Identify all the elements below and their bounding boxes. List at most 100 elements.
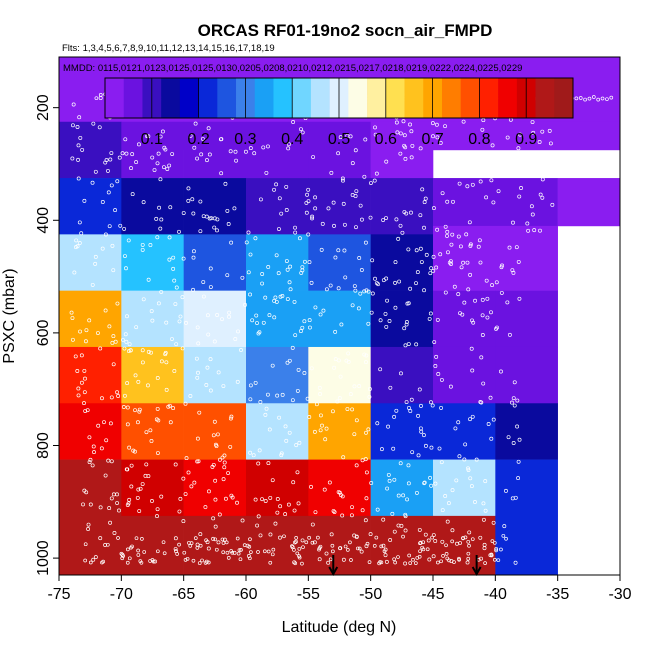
sample-point-541 [530,212,535,217]
sample-point-949 [437,446,442,451]
x-tick-label-6: -45 [421,586,444,603]
heatmap-cell-19 [183,234,247,291]
sample-point-268 [155,406,160,411]
sample-point-450 [173,536,178,541]
sample-point-324 [310,214,315,219]
heatmap-cell-51 [246,459,309,517]
sample-point-141 [333,329,338,334]
x-tick-label-9: -30 [608,586,631,603]
sample-point-915 [126,501,131,506]
sample-point-1140 [237,548,242,552]
sample-point-341 [516,146,521,151]
sample-point-133 [362,352,367,357]
sample-point-683 [173,302,178,307]
sample-point-1242 [348,540,352,545]
sample-point-609 [480,127,485,132]
sample-point-873 [393,305,398,310]
sample-point-18 [477,238,482,243]
sample-point-254 [152,168,157,172]
sample-point-860 [174,285,179,290]
sample-point-608 [434,122,439,127]
sample-point-322 [267,427,272,432]
sample-point-240 [491,200,496,205]
sample-point-475 [103,160,108,165]
sample-point-613 [468,417,472,422]
sample-point-405 [77,115,82,120]
sample-point-586 [165,167,170,172]
x-axis-label: Latitude (deg N) [282,619,397,636]
sample-point-410 [461,119,466,124]
sample-point-543 [478,535,483,540]
sample-point-1213 [345,548,350,552]
sample-point-573 [302,259,307,264]
sample-point-0 [396,236,401,241]
sample-point-981 [431,268,436,273]
sample-point-604 [129,484,134,489]
sample-point-892 [253,380,258,385]
sample-point-811 [356,306,361,311]
sample-point-144 [93,169,98,174]
heatmap-cell-52 [308,459,371,517]
colorbar-tick-label-5: 0.6 [375,131,397,148]
sample-point-933 [95,331,100,335]
sample-point-546 [222,453,227,458]
sample-point-128 [318,392,323,396]
sample-point-485 [538,228,542,233]
sample-point-436 [273,521,278,526]
sample-point-830 [286,142,291,147]
sample-point-991 [447,260,452,265]
sample-point-74 [117,155,122,160]
colorbar-swatch-6 [217,78,237,118]
sample-point-752 [84,328,89,333]
sample-point-635 [519,186,523,190]
sample-point-177 [184,456,189,461]
sample-point-1148 [494,546,499,551]
sample-point-390 [219,171,224,176]
sample-point-10 [125,314,129,319]
sample-point-308 [387,319,392,323]
sample-point-883 [512,403,517,408]
sample-point-917 [115,492,119,497]
sample-point-1217 [235,536,240,541]
sample-point-296 [529,204,534,209]
sample-point-247 [512,380,517,385]
sample-point-370 [141,297,146,302]
sample-point-707 [155,161,160,166]
sample-point-689 [228,444,233,449]
sample-point-1245 [372,544,377,548]
sample-point-779 [248,146,253,151]
sample-point-643 [115,301,120,306]
sample-point-47 [113,208,118,213]
sample-point-1243 [316,535,320,540]
sample-point-984 [300,538,305,543]
sample-point-967 [300,268,305,273]
sample-point-1092 [583,97,587,102]
sample-point-645 [428,475,433,480]
sample-point-912 [251,453,256,458]
sample-point-385 [294,443,299,448]
sample-point-666 [439,377,444,382]
sample-point-1160 [182,550,187,555]
sample-point-854 [122,254,127,258]
sample-point-134 [456,292,461,297]
sample-point-119 [483,479,488,484]
sample-point-454 [233,337,238,341]
sample-point-22 [414,281,418,286]
colorbar-tick-label-1: 0.2 [187,131,209,148]
sample-point-190 [305,396,310,401]
sample-point-551 [404,211,409,216]
sample-point-509 [118,223,123,228]
sample-point-682 [263,499,268,503]
heatmap-cell-60 [308,515,371,576]
sample-point-68 [327,480,332,485]
sample-point-742 [309,484,313,489]
sample-point-841 [220,317,224,322]
sample-point-681 [150,155,155,160]
sample-point-828 [296,367,301,372]
sample-point-571 [285,360,290,365]
heatmap-cell-20 [246,234,309,291]
sample-point-413 [354,225,358,230]
sample-point-804 [167,235,172,240]
sample-point-653 [336,286,341,291]
sample-point-562 [90,463,95,468]
